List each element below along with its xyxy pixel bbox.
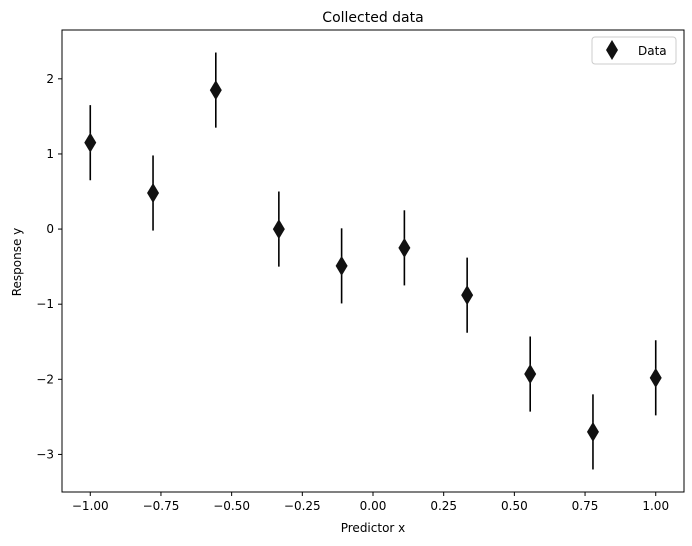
data-point	[586, 394, 599, 470]
legend-marker-diamond-icon	[606, 40, 618, 60]
x-tick-label: 0.00	[360, 499, 387, 513]
y-tick-label: 1	[46, 147, 54, 161]
x-tick-label: −0.75	[143, 499, 180, 513]
data-point	[147, 155, 160, 231]
legend-label: Data	[638, 44, 667, 58]
data-marker	[398, 237, 411, 258]
data-marker	[209, 80, 222, 101]
data-point	[524, 336, 537, 412]
x-axis-label: Predictor x	[341, 521, 406, 535]
y-axis-label: Response y	[10, 228, 24, 297]
data-marker	[586, 421, 599, 442]
data-marker	[335, 255, 348, 276]
chart-title: Collected data	[322, 10, 423, 26]
data-point	[84, 105, 97, 181]
data-marker	[649, 367, 662, 388]
x-axis: −1.00 −0.75 −0.50 −0.25 0.00 0.25 0.50 0.75 1.00	[72, 492, 669, 513]
x-tick-label: 1.00	[642, 499, 669, 513]
y-tick-label: 0	[46, 222, 54, 236]
x-tick-label: −0.25	[284, 499, 321, 513]
y-tick-label: −1	[36, 297, 54, 311]
x-tick-label: 0.25	[430, 499, 457, 513]
x-tick-label: −1.00	[72, 499, 109, 513]
plot-frame	[61, 29, 685, 493]
data-marker	[147, 183, 160, 204]
data-point	[272, 191, 285, 267]
x-tick-label: −0.50	[213, 499, 250, 513]
data-marker	[84, 132, 97, 153]
y-tick-label: −3	[36, 447, 54, 461]
data-marker	[524, 364, 537, 385]
x-tick-label: 0.50	[501, 499, 528, 513]
y-tick-label: −2	[36, 372, 54, 386]
legend: Data	[591, 36, 677, 65]
data-point	[209, 52, 222, 128]
x-tick-label: 0.75	[572, 499, 599, 513]
data-marker	[461, 285, 474, 306]
data-point	[461, 257, 474, 333]
data-point	[649, 340, 662, 416]
data-point	[335, 228, 348, 304]
y-axis: −3 −2 −1 0 1 2	[36, 72, 62, 461]
data-point	[398, 210, 411, 286]
data-points	[84, 52, 662, 470]
y-tick-label: 2	[46, 72, 54, 86]
data-marker	[272, 219, 285, 240]
axes-frame	[61, 29, 685, 493]
